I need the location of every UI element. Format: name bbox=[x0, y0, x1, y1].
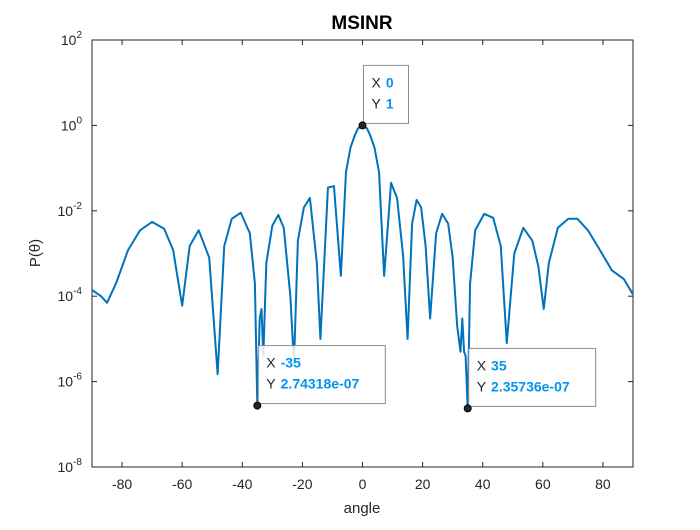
datatip-box bbox=[363, 64, 409, 124]
datatips: X 0Y 1X -35Y 2.74318e-07X 35Y 2.35736e-07 bbox=[253, 64, 597, 413]
y-tick-base: 10 bbox=[58, 459, 74, 475]
x-tick-label: -80 bbox=[112, 476, 132, 492]
datatip-marker[interactable] bbox=[358, 121, 367, 130]
datatip-key: Y bbox=[266, 376, 276, 392]
x-tick-label: -60 bbox=[172, 476, 192, 492]
datatip-key: Y bbox=[477, 378, 487, 394]
x-tick-label: -20 bbox=[292, 476, 312, 492]
datatip-value: 1 bbox=[386, 95, 394, 111]
x-tick-label: 80 bbox=[595, 476, 611, 492]
datatip-value: 2.74318e-07 bbox=[281, 376, 360, 392]
datatip-key: X bbox=[372, 74, 382, 90]
y-tick-base: 10 bbox=[61, 117, 77, 133]
y-axis-label: P(θ) bbox=[27, 239, 44, 267]
datatip-value: 35 bbox=[491, 357, 507, 373]
y-tick-label: 10-8 bbox=[58, 457, 83, 475]
x-tick-label: 40 bbox=[475, 476, 491, 492]
datatip-key: X bbox=[477, 357, 487, 373]
y-tick-label: 10-4 bbox=[58, 286, 83, 304]
y-tick-label: 10-2 bbox=[58, 201, 83, 219]
datatip-box bbox=[468, 347, 597, 407]
y-tick-exponent: -6 bbox=[73, 372, 82, 383]
x-tick-label: 20 bbox=[415, 476, 431, 492]
chart-title: MSINR bbox=[331, 13, 393, 34]
y-tick-base: 10 bbox=[58, 288, 74, 304]
series-line bbox=[91, 124, 634, 410]
datatip[interactable]: X 35Y 2.35736e-07 bbox=[463, 347, 597, 413]
y-tick-exponent: -4 bbox=[73, 286, 82, 297]
datatip[interactable]: X 0Y 1 bbox=[358, 64, 409, 130]
datatip-key: Y bbox=[372, 95, 382, 111]
y-tick-exponent: 2 bbox=[76, 30, 82, 41]
y-tick-exponent: -2 bbox=[73, 201, 82, 212]
datatip-value: 2.35736e-07 bbox=[491, 378, 570, 394]
y-tick-base: 10 bbox=[58, 374, 74, 390]
y-tick-label: 102 bbox=[61, 30, 83, 48]
y-tick-base: 10 bbox=[58, 203, 74, 219]
x-tick-label: 0 bbox=[359, 476, 367, 492]
datatip-row: Y 2.74318e-07 bbox=[266, 376, 359, 392]
datatip-value: 0 bbox=[386, 74, 394, 90]
x-tick-label: 60 bbox=[535, 476, 551, 492]
axis-ticks: -80 -60 -40 -20 0 20 40 60 8010210010-210-410-61… bbox=[58, 30, 633, 492]
datatip[interactable]: X -35 Y 2.74318e-07 bbox=[253, 345, 386, 410]
plot-area bbox=[91, 124, 634, 410]
datatip-marker[interactable] bbox=[463, 404, 472, 413]
y-tick-base: 10 bbox=[61, 32, 77, 48]
x-tick-label: -40 bbox=[232, 476, 252, 492]
datatip-marker[interactable] bbox=[253, 401, 262, 410]
y-tick-label: 100 bbox=[61, 115, 83, 133]
datatip-key: X bbox=[266, 355, 276, 371]
datatip-value: -35 bbox=[281, 355, 301, 371]
y-tick-label: 10-6 bbox=[58, 372, 83, 390]
datatip-row: X -35 bbox=[266, 355, 301, 371]
x-axis-label: angle bbox=[344, 500, 381, 517]
datatip-row: X 35 bbox=[477, 357, 507, 373]
datatip-row: Y 2.35736e-07 bbox=[477, 378, 570, 394]
y-tick-exponent: 0 bbox=[76, 115, 82, 126]
y-tick-exponent: -8 bbox=[73, 457, 82, 468]
datatip-box bbox=[257, 345, 386, 405]
